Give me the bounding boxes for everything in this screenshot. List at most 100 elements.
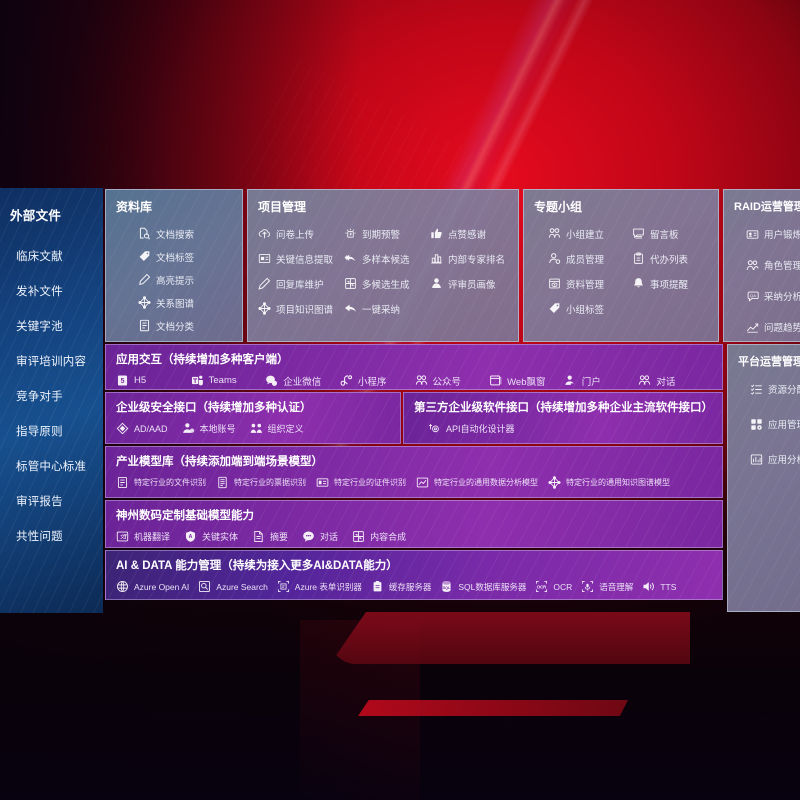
item-h5[interactable]: 5 H5 bbox=[116, 371, 191, 389]
item-label: OCR bbox=[553, 581, 573, 592]
item-label: 特定行业的通用数据分析模型 bbox=[434, 478, 538, 487]
trend-chart-icon bbox=[746, 321, 759, 334]
sidebar-item-training-content[interactable]: 审评培训内容 bbox=[16, 356, 87, 368]
sidebar-item-common-issues[interactable]: 共性问题 bbox=[16, 531, 63, 543]
item-expert-ranking[interactable]: 内部专家排名 bbox=[430, 247, 510, 270]
sidebar-item-center-standards[interactable]: 标管中心标准 bbox=[16, 461, 87, 473]
item-summary[interactable]: 摘要 bbox=[252, 527, 288, 546]
item-matter-reminder[interactable]: 事项提醒 bbox=[632, 272, 710, 295]
panel-data-library: 资料库 文档搜索 文档标签 高亮提示 bbox=[105, 189, 243, 342]
item-document-category[interactable]: 文档分类 bbox=[138, 314, 234, 337]
item-reply-library-maintain[interactable]: 回复库维护 bbox=[258, 272, 338, 295]
item-speech-understanding[interactable]: 语音理解 bbox=[581, 577, 633, 596]
item-data-analysis-model[interactable]: 特定行业的通用数据分析模型 bbox=[416, 473, 538, 492]
sidebar-item-guiding-principles[interactable]: 指导原则 bbox=[16, 426, 63, 438]
band-items: 特定行业的文件识别 特定行业的票据识别 特定行业的证件识别 特定行业的 bbox=[116, 473, 713, 492]
item-group-tag[interactable]: 小组标签 bbox=[548, 297, 626, 320]
item-dialog[interactable]: 对话 bbox=[302, 527, 338, 546]
item-portal[interactable]: 门户 bbox=[564, 371, 639, 389]
item-local-account[interactable]: 本地账号 bbox=[182, 419, 236, 438]
item-cache-server[interactable]: 缓存服务器 bbox=[371, 577, 432, 596]
item-member-management[interactable]: 成员管理 bbox=[548, 247, 626, 270]
item-label: Azure 表单识别器 bbox=[294, 581, 362, 592]
item-label: 到期预警 bbox=[362, 229, 401, 241]
item-file-recognition[interactable]: 特定行业的文件识别 bbox=[116, 473, 206, 492]
item-form-recognizer[interactable]: Azure 表单识别器 bbox=[277, 577, 362, 596]
item-material-management[interactable]: 资料管理 bbox=[548, 272, 626, 295]
item-application-management[interactable]: 应用管理 bbox=[750, 411, 800, 437]
item-application-analysis[interactable]: 应用分析 bbox=[750, 446, 800, 472]
item-wechat-work[interactable]: 企业微信 bbox=[265, 371, 340, 389]
item-dialog[interactable]: 对话 bbox=[638, 371, 713, 389]
item-user-training[interactable]: 用户锻炼 bbox=[746, 221, 800, 247]
item-message-board[interactable]: 留言板 bbox=[632, 222, 710, 245]
item-multi-candidate-generate[interactable]: 多候选生成 bbox=[344, 272, 424, 295]
item-ocr[interactable]: OCR OCR bbox=[535, 577, 572, 596]
band-title: 企业级安全接口（持续增加多种认证） bbox=[116, 402, 312, 414]
dialog-people-icon bbox=[638, 374, 651, 387]
item-label: 摘要 bbox=[270, 532, 289, 542]
item-label: 关键实体 bbox=[202, 532, 239, 542]
item-one-click-adopt[interactable]: 一键采纳 bbox=[344, 297, 424, 320]
panel-platform-analysis: 平台运营管理分析 资源分配 应用管理 应用分析 bbox=[727, 344, 800, 612]
item-sql-database-server[interactable]: SQL SQL数据库服务器 bbox=[440, 577, 526, 596]
miniprogram-icon bbox=[340, 374, 353, 387]
item-web-popup[interactable]: Web飘窗 bbox=[489, 371, 564, 389]
item-official-account[interactable]: 公众号 bbox=[415, 371, 490, 389]
band-title: 第三方企业级软件接口（持续增加多种企业主流软件接口） bbox=[414, 402, 713, 414]
item-machine-translate[interactable]: 文 机器翻译 bbox=[116, 527, 170, 546]
item-todo-list[interactable]: 代办列表 bbox=[632, 247, 710, 270]
item-azure-search[interactable]: Azure Search bbox=[198, 577, 268, 596]
sidebar-item-clinical-literature[interactable]: 临床文献 bbox=[16, 251, 63, 263]
item-teams[interactable]: Teams bbox=[191, 371, 266, 389]
knowledge-graph-icon bbox=[138, 296, 151, 309]
item-content-synthesis[interactable]: 内容合成 bbox=[352, 527, 406, 546]
item-key-entity[interactable]: A 关键实体 bbox=[184, 527, 238, 546]
qa-chat-icon: QA bbox=[746, 290, 759, 303]
svg-text:5: 5 bbox=[121, 378, 125, 385]
item-label: 缓存服务器 bbox=[388, 581, 432, 592]
item-document-search[interactable]: 文档搜索 bbox=[138, 222, 234, 245]
item-label: 代办列表 bbox=[650, 254, 689, 266]
item-document-tag[interactable]: 文档标签 bbox=[138, 245, 234, 268]
item-reviewer-profile[interactable]: 评审员画像 bbox=[430, 272, 510, 295]
item-organization-definition[interactable]: 组织定义 bbox=[250, 419, 304, 438]
item-project-knowledge-graph[interactable]: 项目知识图谱 bbox=[258, 297, 338, 320]
item-key-info-extract[interactable]: 关键信息提取 bbox=[258, 247, 338, 270]
item-multi-sample-candidate[interactable]: 多样本候选 bbox=[344, 247, 424, 270]
sidebar-item-supplement-docs[interactable]: 发补文件 bbox=[16, 286, 63, 298]
item-role-management[interactable]: 角色管理 bbox=[746, 252, 800, 278]
item-label: 文档标签 bbox=[156, 252, 195, 264]
sql-database-icon: SQL bbox=[440, 580, 453, 593]
item-invoice-recognition[interactable]: 特定行业的票据识别 bbox=[216, 473, 306, 492]
item-miniprogram[interactable]: 小程序 bbox=[340, 371, 415, 389]
item-azure-openai[interactable]: Azure Open AI bbox=[116, 577, 189, 596]
item-issue-trend[interactable]: 问题趋势 bbox=[746, 314, 800, 340]
item-highlight-tip[interactable]: 高亮提示 bbox=[138, 268, 234, 291]
item-label: 多候选生成 bbox=[362, 279, 410, 291]
item-label: 问卷上传 bbox=[276, 229, 315, 241]
item-api-designer[interactable]: API自动化设计器 bbox=[428, 419, 515, 438]
item-group-create[interactable]: 小组建立 bbox=[548, 222, 626, 245]
item-label: 特定行业的通用知识图谱模型 bbox=[566, 478, 670, 487]
sidebar-item-review-report[interactable]: 审评报告 bbox=[16, 496, 63, 508]
app-analytics-icon bbox=[750, 453, 763, 466]
item-tts[interactable]: TTS bbox=[642, 577, 676, 596]
sidebar-item-competitors[interactable]: 竞争对手 bbox=[16, 391, 63, 403]
item-expiry-warning[interactable]: 到期预警 bbox=[344, 222, 424, 245]
data-analysis-icon bbox=[416, 476, 429, 489]
item-relation-graph[interactable]: 关系图谱 bbox=[138, 291, 234, 314]
item-resource-allocation[interactable]: 资源分配 bbox=[750, 376, 800, 402]
official-account-icon bbox=[415, 374, 428, 387]
item-adoption-analysis[interactable]: QA 采纳分析 bbox=[746, 283, 800, 309]
item-knowledge-graph-model[interactable]: 特定行业的通用知识图谱模型 bbox=[548, 473, 670, 492]
item-questionnaire-upload[interactable]: 问卷上传 bbox=[258, 222, 338, 245]
sidebar-item-keyword-pool[interactable]: 关键字池 bbox=[16, 321, 63, 333]
item-thumbs-up-thanks[interactable]: 点赞感谢 bbox=[430, 222, 510, 245]
panel-title: 项目管理 bbox=[258, 200, 307, 214]
item-id-recognition[interactable]: 特定行业的证件识别 bbox=[316, 473, 406, 492]
knowledge-graph-icon bbox=[258, 302, 271, 315]
people-add-icon bbox=[548, 227, 561, 240]
item-ad-aad[interactable]: AD/AAD bbox=[116, 419, 168, 438]
clipboard-task-icon bbox=[632, 252, 645, 265]
